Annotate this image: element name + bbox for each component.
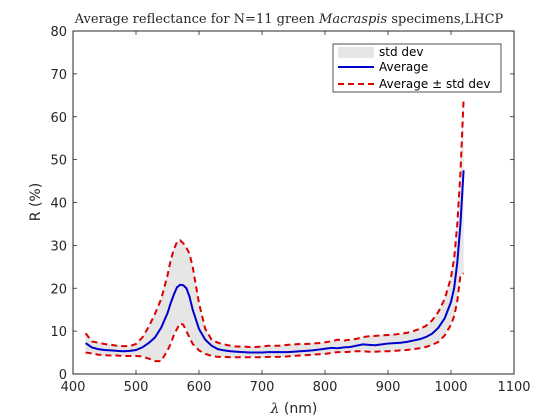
y-tick-label: 30 — [50, 239, 67, 254]
chart-title-prefix: Average reflectance for N=11 green — [74, 12, 319, 27]
x-axis-label: λ (nm) — [270, 401, 318, 417]
y-tick-label: 80 — [50, 25, 67, 40]
y-tick-label: 50 — [50, 154, 67, 169]
y-tick-label: 60 — [50, 111, 67, 126]
legend-swatch-std-dev — [338, 47, 374, 58]
x-tick-label: 500 — [124, 380, 149, 395]
std-dev-band — [85, 99, 464, 362]
y-axis-label: R (%) — [28, 183, 44, 221]
legend: std dev Average Average ± std dev — [332, 43, 502, 93]
legend-label-std-dev: std dev — [379, 45, 424, 59]
x-tick-label: 700 — [250, 380, 275, 395]
y-tick-label: 10 — [50, 325, 67, 340]
y-tick-label: 40 — [50, 197, 67, 212]
legend-label-average-std: Average ± std dev — [379, 77, 490, 91]
x-tick-label: 600 — [187, 380, 212, 395]
x-tick-label: 900 — [376, 380, 401, 395]
axis-ticks: 400 500 600 700 800 900 1000 1100 0 10 20 30 40 50 60 7… — [50, 25, 530, 395]
chart-title-italic: Macraspis — [318, 12, 387, 27]
y-tick-label: 20 — [50, 282, 67, 297]
x-axis-label-unit: (nm) — [279, 401, 317, 417]
upper-bound-line — [84, 99, 465, 348]
x-tick-label: 1000 — [434, 380, 467, 395]
x-tick-label: 1100 — [497, 380, 530, 395]
y-tick-label: 0 — [59, 368, 67, 383]
x-axis-label-symbol: λ — [270, 401, 280, 417]
x-tick-label: 400 — [61, 380, 86, 395]
y-tick-label: 70 — [50, 68, 67, 83]
x-tick-label: 800 — [313, 380, 338, 395]
lower-bound-line — [85, 272, 465, 363]
chart-title-suffix: specimens,LHCP — [387, 12, 503, 27]
average-line — [85, 170, 465, 354]
chart-title: Average reflectance for N=11 green Macra… — [74, 12, 504, 27]
legend-label-average: Average — [379, 60, 428, 74]
plot-area — [84, 99, 465, 363]
